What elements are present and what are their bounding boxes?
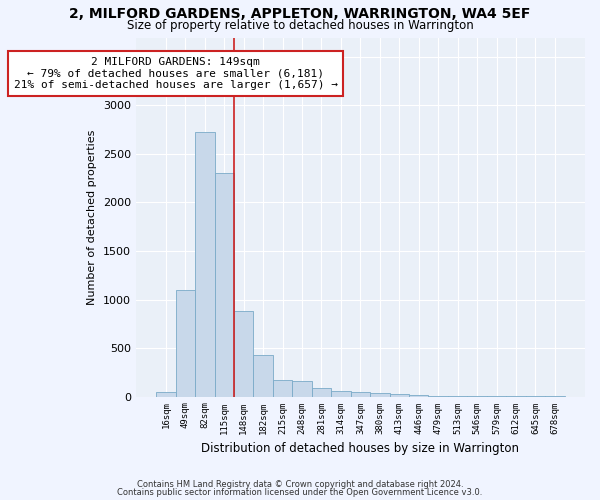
Bar xyxy=(195,132,215,396)
X-axis label: Distribution of detached houses by size in Warrington: Distribution of detached houses by size … xyxy=(202,442,520,455)
Bar xyxy=(292,380,312,396)
Text: Contains public sector information licensed under the Open Government Licence v3: Contains public sector information licen… xyxy=(118,488,482,497)
Bar xyxy=(253,355,273,397)
Bar xyxy=(409,395,428,396)
Text: Contains HM Land Registry data © Crown copyright and database right 2024.: Contains HM Land Registry data © Crown c… xyxy=(137,480,463,489)
Bar xyxy=(370,393,389,396)
Bar xyxy=(176,290,195,397)
Bar xyxy=(331,390,350,396)
Bar xyxy=(273,380,292,396)
Bar xyxy=(234,311,253,396)
Text: 2, MILFORD GARDENS, APPLETON, WARRINGTON, WA4 5EF: 2, MILFORD GARDENS, APPLETON, WARRINGTON… xyxy=(70,8,530,22)
Bar xyxy=(215,174,234,396)
Bar xyxy=(389,394,409,396)
Y-axis label: Number of detached properties: Number of detached properties xyxy=(87,130,97,304)
Bar xyxy=(312,388,331,396)
Bar xyxy=(350,392,370,396)
Text: Size of property relative to detached houses in Warrington: Size of property relative to detached ho… xyxy=(127,18,473,32)
Text: 2 MILFORD GARDENS: 149sqm
← 79% of detached houses are smaller (6,181)
21% of se: 2 MILFORD GARDENS: 149sqm ← 79% of detac… xyxy=(14,57,338,90)
Bar xyxy=(156,392,176,396)
